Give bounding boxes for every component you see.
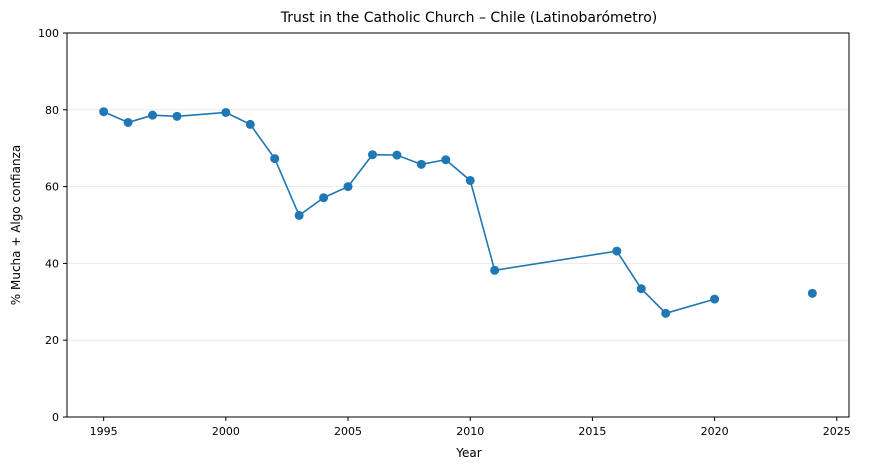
data-point	[807, 288, 817, 298]
data-point	[710, 294, 720, 304]
data-point	[319, 193, 329, 203]
y-tick-label: 80	[45, 104, 59, 117]
chart-title: Trust in the Catholic Church – Chile (La…	[280, 10, 658, 26]
data-point	[367, 150, 377, 160]
data-point	[148, 110, 158, 120]
y-axis-ticks: 0 20 40 60 80 100	[38, 27, 67, 424]
data-point	[490, 265, 500, 275]
x-tick-label: 2015	[578, 425, 606, 438]
data-point	[123, 117, 133, 127]
x-tick-label: 2000	[212, 425, 240, 438]
data-point	[294, 210, 304, 220]
data-point	[636, 284, 646, 294]
data-point	[416, 159, 426, 169]
data-point	[661, 308, 671, 318]
series-line	[103, 110, 715, 315]
x-axis-ticks: 1995 2000 2005 2010 2015 2020 2025	[90, 417, 851, 438]
data-point	[343, 182, 353, 192]
y-tick-label: 100	[38, 27, 59, 40]
data-point	[99, 107, 109, 117]
y-tick-label: 0	[52, 411, 59, 424]
data-point	[612, 246, 622, 256]
y-tick-label: 60	[45, 181, 59, 194]
x-axis-label: Year	[455, 446, 481, 460]
x-tick-label: 2005	[334, 425, 362, 438]
data-point	[245, 119, 255, 129]
data-point	[441, 155, 451, 165]
x-tick-label: 2020	[701, 425, 729, 438]
x-tick-label: 2025	[823, 425, 851, 438]
y-tick-label: 40	[45, 257, 59, 270]
data-point	[172, 111, 182, 121]
y-tick-label: 20	[45, 334, 59, 347]
data-point	[392, 150, 402, 160]
data-point	[465, 175, 475, 185]
series-layer	[99, 107, 817, 318]
y-axis-label: % Mucha + Algo confianza	[9, 145, 23, 305]
plot-frame	[66, 32, 850, 418]
data-point	[221, 107, 231, 117]
grid-lines	[67, 32, 849, 418]
x-tick-label: 1995	[90, 425, 118, 438]
x-tick-label: 2010	[456, 425, 484, 438]
data-point	[270, 154, 280, 164]
